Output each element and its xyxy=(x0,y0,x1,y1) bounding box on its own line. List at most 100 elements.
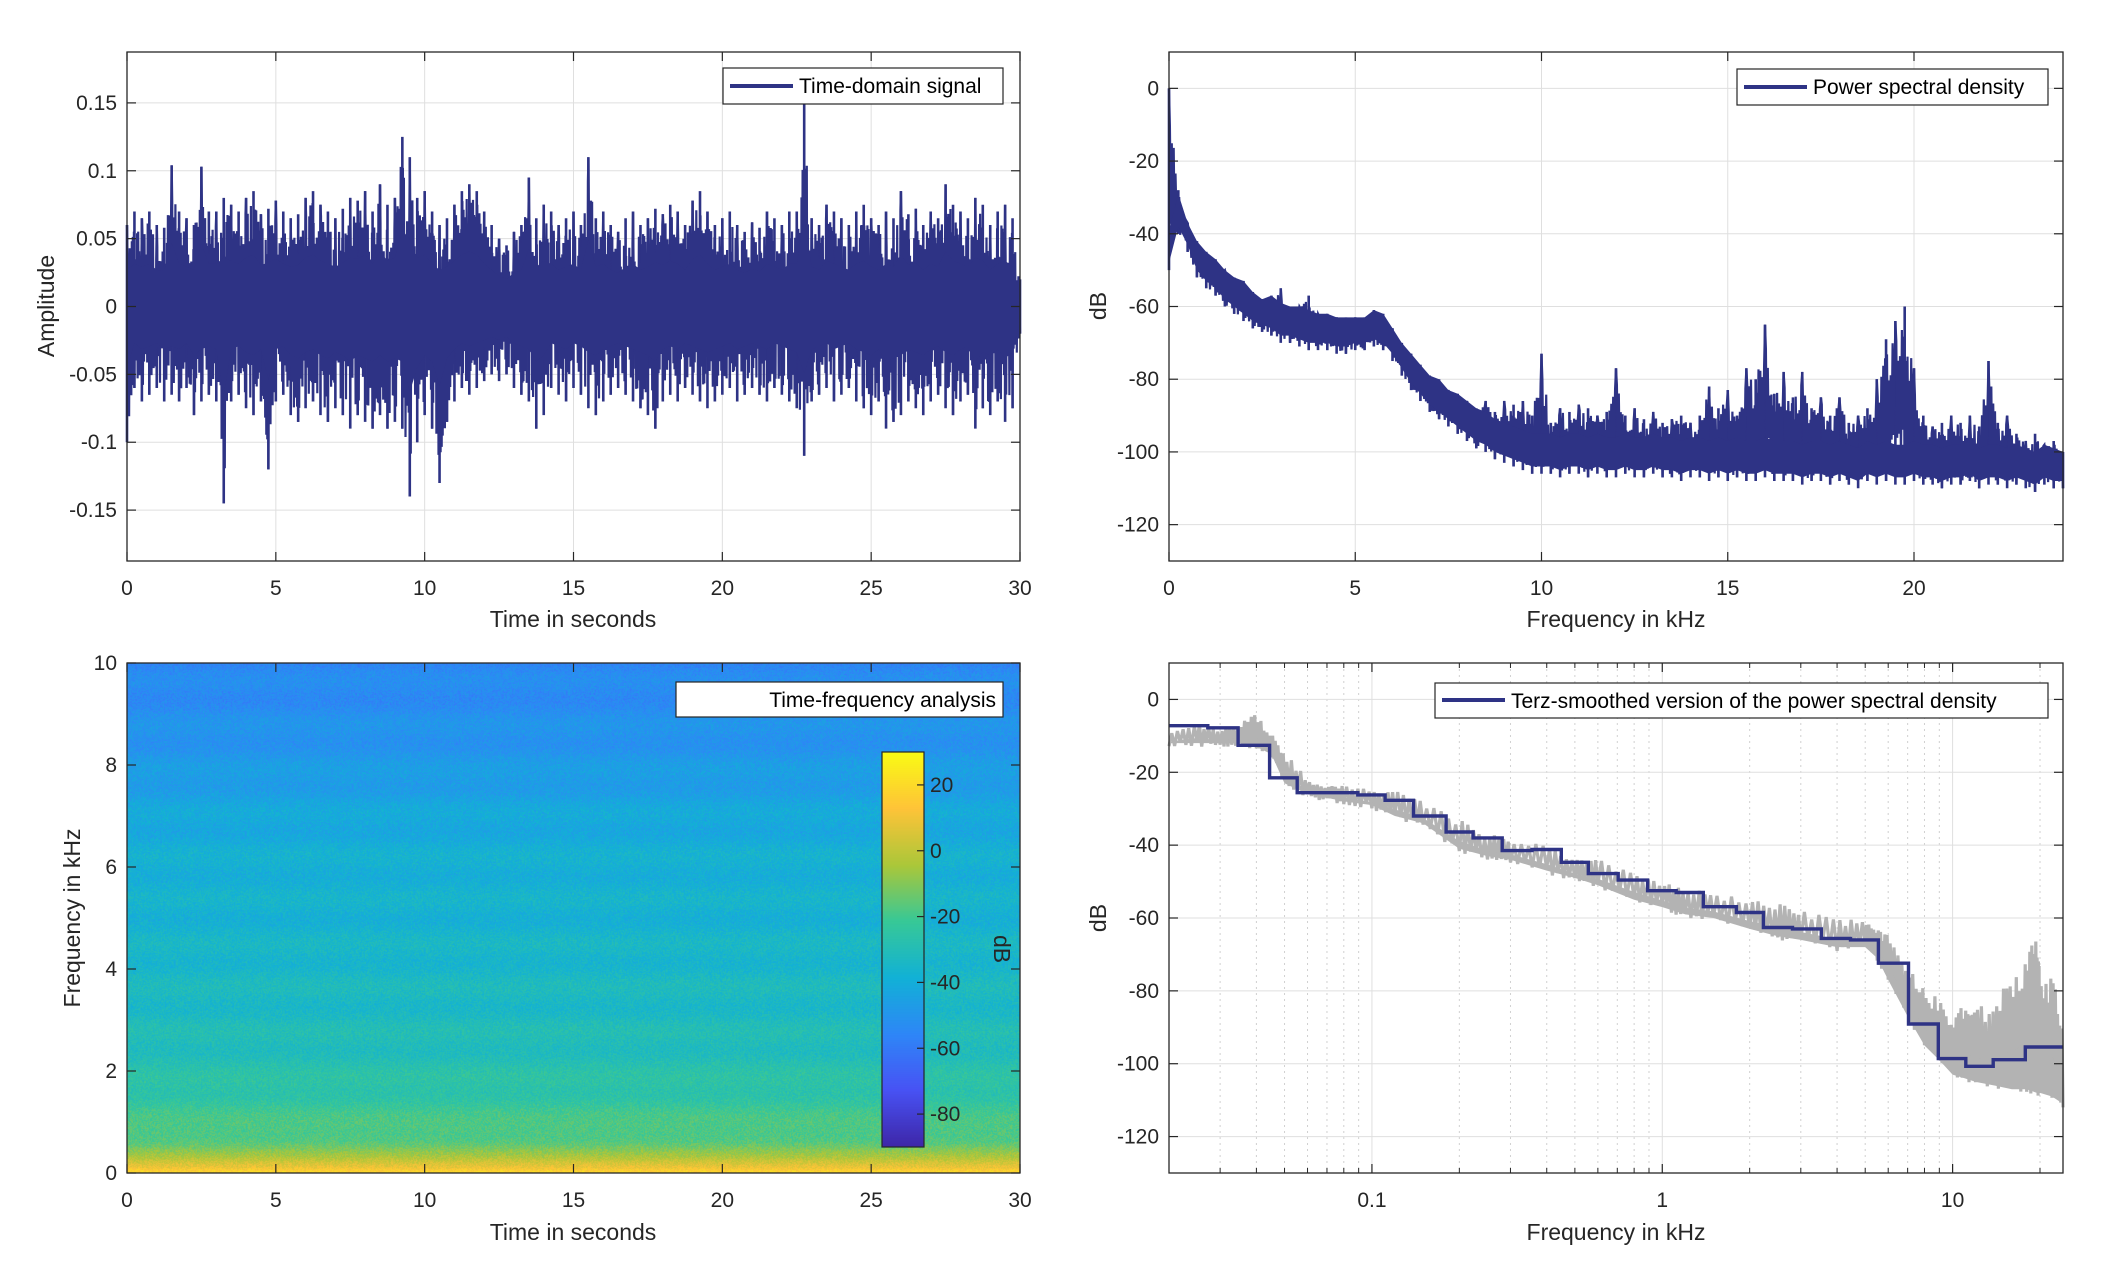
y-tick-label: 0 xyxy=(1147,77,1159,100)
y-tick-label: -0.15 xyxy=(69,499,117,522)
y-tick-label: 0 xyxy=(1147,688,1159,711)
x-axis-label: Frequency in kHz xyxy=(1527,606,1706,632)
x-tick-label: 15 xyxy=(1716,577,1739,600)
x-tick-label: 30 xyxy=(1008,577,1031,600)
tick-marks xyxy=(1169,663,2063,1173)
x-tick-label: 5 xyxy=(270,1189,282,1212)
y-tick-label: -120 xyxy=(1117,514,1159,537)
x-tick-label: 5 xyxy=(1349,577,1361,600)
signal-line xyxy=(125,157,1022,504)
legend-entry: Time-frequency analysis xyxy=(769,689,996,712)
colorbar-ticks: -80 -60 -40 -20 0 20 xyxy=(917,774,960,1126)
x-tick-label: 10 xyxy=(1530,577,1553,600)
y-tick-label: -80 xyxy=(1129,980,1159,1003)
y-tick-label: 0.05 xyxy=(76,228,117,251)
terz-smoothed-line xyxy=(1169,724,2063,1069)
y-axis-label: Frequency in kHz xyxy=(59,829,85,1008)
colorbar-tick-label: -20 xyxy=(930,906,960,929)
legend-entry: Power spectral density xyxy=(1813,76,2025,99)
colorbar-tick-label: -40 xyxy=(930,971,960,994)
psd-core-band xyxy=(1169,193,2063,485)
colorbar-tick-label: -60 xyxy=(930,1037,960,1060)
y-tick-label: -40 xyxy=(1129,834,1159,857)
x-tick-labels: 0 5 10 15 20 xyxy=(1163,577,1926,600)
y-tick-label: -40 xyxy=(1129,223,1159,246)
legend[interactable]: Terz-smoothed version of the power spect… xyxy=(1434,682,2049,719)
tick-marks xyxy=(126,52,1021,561)
y-tick-labels: -120 -100 -80 -60 -40 -20 0 xyxy=(1117,688,1159,1148)
y-tick-label: 0 xyxy=(105,296,117,319)
y-tick-label: 0.15 xyxy=(76,92,117,115)
legend[interactable]: Power spectral density xyxy=(1736,68,2049,106)
y-tick-label: 10 xyxy=(94,652,117,675)
x-tick-label: 20 xyxy=(1902,577,1925,600)
y-axis-label: dB xyxy=(1085,292,1111,320)
y-tick-label: 8 xyxy=(105,754,117,777)
y-tick-labels: 0 2 4 6 8 10 xyxy=(94,652,118,1185)
legend-entry: Time-domain signal xyxy=(799,75,981,98)
colorbar-box xyxy=(881,751,925,1148)
y-tick-label: -100 xyxy=(1117,1053,1159,1076)
series-power-spectral-density xyxy=(1167,88,2065,492)
y-tick-label: 4 xyxy=(105,958,117,981)
spectrogram-image xyxy=(127,663,1020,1173)
y-tick-label: -60 xyxy=(1129,907,1159,930)
colorbar-tick-label: 20 xyxy=(930,774,953,797)
x-tick-label: 20 xyxy=(711,577,734,600)
colorbar: -80 -60 -40 -20 0 20 dB xyxy=(881,751,1015,1148)
axes-box xyxy=(126,662,1021,1174)
y-tick-label: -0.05 xyxy=(69,363,117,386)
signal-core-band xyxy=(127,214,1020,396)
x-tick-label: 0 xyxy=(1163,577,1175,600)
y-tick-label: 0 xyxy=(105,1162,117,1185)
x-tick-label: 25 xyxy=(859,577,882,600)
y-tick-label: -60 xyxy=(1129,296,1159,319)
y-axis-label: Amplitude xyxy=(33,255,59,357)
x-tick-label: 25 xyxy=(859,1189,882,1212)
x-axis-label: Time in seconds xyxy=(490,1219,657,1245)
tick-marks xyxy=(1168,52,2063,561)
y-tick-label: -120 xyxy=(1117,1126,1159,1149)
x-tick-label: 30 xyxy=(1008,1189,1031,1212)
psd-axes: 0 5 10 15 20 -120 -100 -80 -60 -40 -20 0 Frequency… xyxy=(1085,51,2065,632)
x-tick-label: 10 xyxy=(413,1189,436,1212)
legend[interactable]: Time-frequency analysis xyxy=(675,681,1004,718)
colorbar-gradient xyxy=(882,752,924,1147)
x-tick-label: 20 xyxy=(711,1189,734,1212)
x-tick-label: 15 xyxy=(562,577,585,600)
x-tick-label: 10 xyxy=(413,577,436,600)
y-tick-label: -100 xyxy=(1117,441,1159,464)
y-axis-label: dB xyxy=(1085,904,1111,932)
tick-marks xyxy=(126,662,1021,1174)
colorbar-tick-label: 0 xyxy=(930,840,942,863)
time-domain-axes: 0 5 10 15 20 25 30 -0.15-0.1-0.0500.050.10.15 … xyxy=(33,51,1032,632)
x-axis-label: Time in seconds xyxy=(490,606,657,632)
x-tick-label: 1 xyxy=(1656,1189,1668,1212)
x-tick-labels: 0.1 1 10 xyxy=(1357,1189,1964,1212)
series-time-domain-signal xyxy=(125,102,1022,504)
x-tick-label: 0 xyxy=(121,577,133,600)
y-tick-label: -20 xyxy=(1129,761,1159,784)
terz-axes: 0.1 1 10 -120 -100 -80 -60 -40 -20 0 Frequency i… xyxy=(1085,662,2065,1245)
x-tick-labels: 0 5 10 15 20 25 30 xyxy=(121,577,1032,600)
legend-entry: Terz-smoothed version of the power spect… xyxy=(1511,690,1997,713)
legend[interactable]: Time-domain signal xyxy=(722,67,1004,105)
x-tick-label: 5 xyxy=(270,577,282,600)
y-tick-label: -80 xyxy=(1129,368,1159,391)
colorbar-tick-label: -80 xyxy=(930,1103,960,1126)
y-tick-labels: -120 -100 -80 -60 -40 -20 0 xyxy=(1117,77,1159,536)
x-tick-label: 0 xyxy=(121,1189,133,1212)
y-tick-labels: -0.15 -0.1 -0.05 0 0.05 0.1 0.15 xyxy=(69,92,117,522)
y-tick-label: -20 xyxy=(1129,150,1159,173)
y-tick-label: 0.1 xyxy=(88,160,117,183)
legend-box xyxy=(1434,682,2049,719)
x-tick-label: 10 xyxy=(1941,1189,1964,1212)
colorbar-label: dB xyxy=(989,935,1015,963)
x-tick-labels: 0 5 10 15 20 25 30 xyxy=(121,1189,1032,1212)
y-tick-label: -0.1 xyxy=(81,431,117,454)
x-axis-label: Frequency in kHz xyxy=(1527,1219,1706,1245)
y-tick-label: 2 xyxy=(105,1060,117,1083)
series-terz xyxy=(1167,715,2065,1108)
y-tick-label: 6 xyxy=(105,856,117,879)
